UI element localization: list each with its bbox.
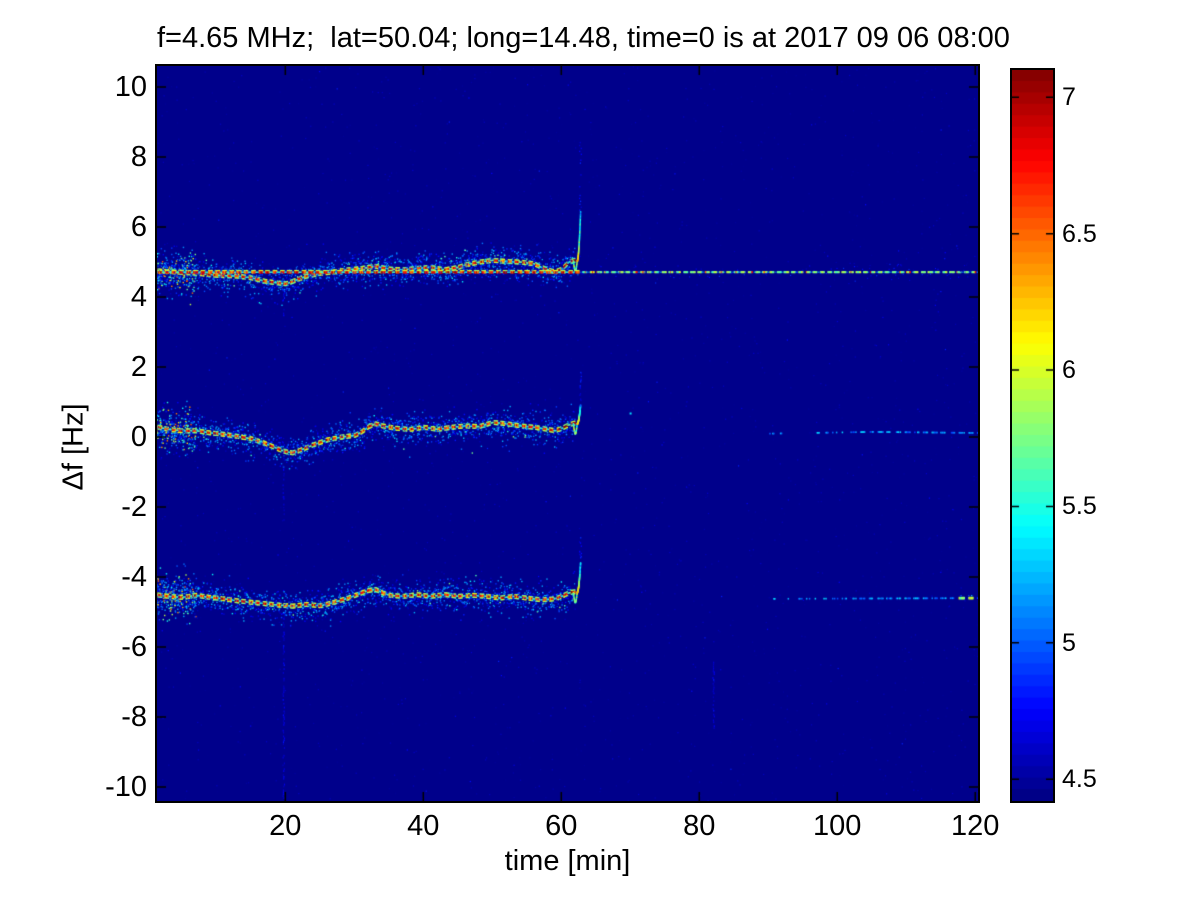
y-tick-label: -2 (121, 491, 147, 523)
x-tick-label: 100 (813, 810, 862, 842)
y-tick-label: 2 (130, 351, 147, 383)
x-tick-label: 80 (683, 810, 716, 842)
y-tick-label: -10 (105, 771, 147, 803)
y-tick-label: 4 (130, 281, 147, 313)
y-tick-label: 10 (114, 71, 147, 103)
colorbar-tick-label: 7 (1062, 83, 1076, 112)
plot-area (155, 64, 980, 803)
x-tick-label: 40 (407, 810, 440, 842)
x-tick-label: 60 (545, 810, 578, 842)
y-tick-label: 0 (130, 421, 147, 453)
y-tick-label: -8 (121, 701, 147, 733)
y-tick-label: 8 (130, 141, 147, 173)
heatmap-canvas (157, 66, 978, 801)
x-tick-label: 20 (269, 810, 302, 842)
y-tick-label: -4 (121, 561, 147, 593)
colorbar-tick-label: 6.5 (1062, 219, 1097, 248)
y-tick-label: 6 (130, 211, 147, 243)
x-axis-label: time [min] (504, 845, 631, 877)
colorbar-tick-label: 5.5 (1062, 492, 1097, 521)
colorbar (1010, 68, 1055, 803)
chart-title: f=4.65 MHz; lat=50.04; long=14.48, time=… (157, 22, 1010, 54)
colorbar-canvas (1012, 70, 1053, 801)
x-tick-label: 120 (951, 810, 1000, 842)
colorbar-tick-label: 5 (1062, 628, 1076, 657)
y-tick-label: -6 (121, 631, 147, 663)
colorbar-tick-label: 6 (1062, 356, 1076, 385)
colorbar-tick-label: 4.5 (1062, 765, 1097, 794)
